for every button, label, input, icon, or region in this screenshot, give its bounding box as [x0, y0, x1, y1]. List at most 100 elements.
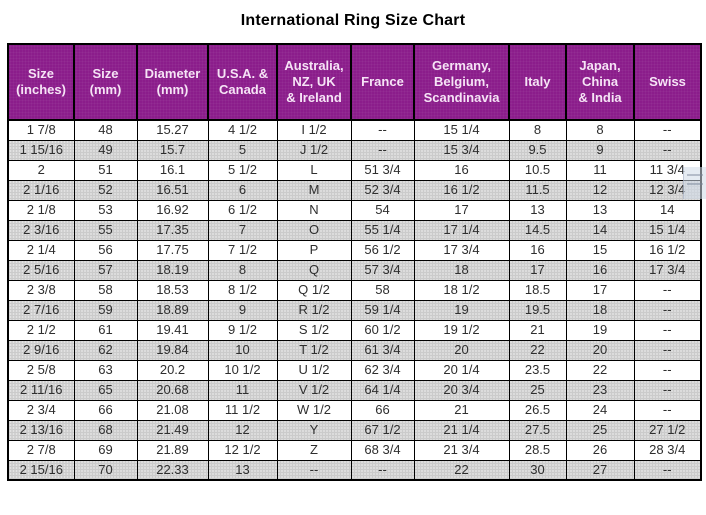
table-cell: 65	[73, 379, 138, 401]
column-header: Swiss	[633, 43, 702, 121]
table-cell: 15.7	[136, 139, 209, 161]
table-cell: 27.5	[508, 419, 567, 441]
table-row: 2 1/16 52 16.51 6 M 52 3/4 16 1/2 11.5 12 12 3/4	[7, 179, 702, 201]
table-cell: --	[633, 379, 702, 401]
table-row: 2 11/16 65 20.68 11 V 1/2 64 1/4 20 3/4 25 23 --	[7, 379, 702, 401]
table-cell: 2 3/8	[7, 279, 75, 301]
table-row: 2 9/16 62 19.84 10 T 1/2 61 3/4 20 22 20 --	[7, 339, 702, 361]
table-cell: 20.2	[136, 359, 209, 381]
table-cell: 12 3/4	[633, 179, 702, 201]
table-cell: 2 3/4	[7, 399, 75, 421]
table-cell: 8 1/2	[207, 279, 278, 301]
table-row: 1 7/8 48 15.27 4 1/2 I 1/2 -- 15 1/4 8 8 --	[7, 119, 702, 141]
table-cell: N	[276, 199, 352, 221]
table-cell: O	[276, 219, 352, 241]
table-cell: 20.68	[136, 379, 209, 401]
table-cell: 55	[73, 219, 138, 241]
table-cell: 16.51	[136, 179, 209, 201]
table-cell: 13	[565, 199, 635, 221]
table-cell: 62 3/4	[350, 359, 415, 381]
table-row: 2 5/16 57 18.19 8 Q 57 3/4 18 17 16 17 3/4	[7, 259, 702, 281]
table-cell: S 1/2	[276, 319, 352, 341]
table-row: 2 1/8 53 16.92 6 1/2 N 54 17 13 13 14	[7, 199, 702, 221]
table-cell: 64 1/4	[350, 379, 415, 401]
page-title: International Ring Size Chart	[240, 12, 466, 29]
table-cell: 13	[207, 459, 278, 481]
table-cell: P	[276, 239, 352, 261]
table-cell: --	[633, 339, 702, 361]
table-cell: 67 1/2	[350, 419, 415, 441]
table-cell: 18	[565, 299, 635, 321]
table-row: 2 3/16 55 17.35 7 O 55 1/4 17 1/4 14.5 14 15 1/4	[7, 219, 702, 241]
table-cell: 25	[565, 419, 635, 441]
table-cell: 17 3/4	[633, 259, 702, 281]
table-cell: 56 1/2	[350, 239, 415, 261]
table-cell: 11 3/4	[633, 159, 702, 181]
table-cell: 53	[73, 199, 138, 221]
table-cell: 55 1/4	[350, 219, 415, 241]
table-cell: 14	[565, 219, 635, 241]
table-cell: 59	[73, 299, 138, 321]
table-cell: 21	[413, 399, 510, 421]
table-cell: 17 3/4	[413, 239, 510, 261]
table-cell: 23.5	[508, 359, 567, 381]
table-cell: 19.5	[508, 299, 567, 321]
table-cell: 62	[73, 339, 138, 361]
table-cell: 21.89	[136, 439, 209, 461]
table-cell: 60 1/2	[350, 319, 415, 341]
table-cell: 15 1/4	[633, 219, 702, 241]
table-cell: 24	[565, 399, 635, 421]
table-cell: 16	[508, 239, 567, 261]
column-header: Japan, China & India	[565, 43, 635, 121]
table-cell: 1 7/8	[7, 119, 75, 141]
table-row: 2 1/2 61 19.41 9 1/2 S 1/2 60 1/2 19 1/2 21 19 --	[7, 319, 702, 341]
table-cell: 16	[565, 259, 635, 281]
table-cell: 17.75	[136, 239, 209, 261]
table-cell: 12 1/2	[207, 439, 278, 461]
table-cell: 20	[565, 339, 635, 361]
table-cell: 17	[413, 199, 510, 221]
column-header: France	[350, 43, 415, 121]
table-cell: 17.35	[136, 219, 209, 241]
table-cell: V 1/2	[276, 379, 352, 401]
table-cell: 28 3/4	[633, 439, 702, 461]
table-cell: --	[276, 459, 352, 481]
table-cell: 8	[508, 119, 567, 141]
table-cell: 19	[565, 319, 635, 341]
table-row: 2 7/8 69 21.89 12 1/2 Z 68 3/4 21 3/4 28.5 26 28 …	[7, 439, 702, 461]
table-cell: 14.5	[508, 219, 567, 241]
table-cell: --	[633, 399, 702, 421]
table-cell: --	[633, 279, 702, 301]
table-row: 2 7/16 59 18.89 9 R 1/2 59 1/4 19 19.5 18 --	[7, 299, 702, 321]
table-cell: --	[633, 299, 702, 321]
table-cell: 63	[73, 359, 138, 381]
column-header: U.S.A. & Canada	[207, 43, 278, 121]
table-cell: 27 1/2	[633, 419, 702, 441]
table-cell: Q 1/2	[276, 279, 352, 301]
table-cell: 18.53	[136, 279, 209, 301]
table-row: 1 15/16 49 15.7 5 J 1/2 -- 15 3/4 9.5 9 --	[7, 139, 702, 161]
table-row: 2 3/8 58 18.53 8 1/2 Q 1/2 58 18 1/2 18.5 17 --	[7, 279, 702, 301]
table-cell: 30	[508, 459, 567, 481]
table-cell: 18.5	[508, 279, 567, 301]
table-cell: 28.5	[508, 439, 567, 461]
table-cell: L	[276, 159, 352, 181]
table-cell: 2 5/8	[7, 359, 75, 381]
table-cell: 2 5/16	[7, 259, 75, 281]
table-cell: 2 13/16	[7, 419, 75, 441]
table-row: 2 5/8 63 20.2 10 1/2 U 1/2 62 3/4 20 1/4 23.5 22…	[7, 359, 702, 381]
table-cell: 2	[7, 159, 75, 181]
table-cell: 15.27	[136, 119, 209, 141]
column-header: Australia, NZ, UK & Ireland	[276, 43, 352, 121]
table-cell: 59 1/4	[350, 299, 415, 321]
column-header: Germany, Belgium, Scandinavia	[413, 43, 510, 121]
table-row: 2 51 16.1 5 1/2 L 51 3/4 16 10.5 11 11 3/4	[7, 159, 702, 181]
table-cell: 18.89	[136, 299, 209, 321]
table-cell: M	[276, 179, 352, 201]
table-cell: Z	[276, 439, 352, 461]
table-cell: 56	[73, 239, 138, 261]
column-header: Italy	[508, 43, 567, 121]
table-cell: 12	[565, 179, 635, 201]
table-cell: 48	[73, 119, 138, 141]
table-cell: U 1/2	[276, 359, 352, 381]
